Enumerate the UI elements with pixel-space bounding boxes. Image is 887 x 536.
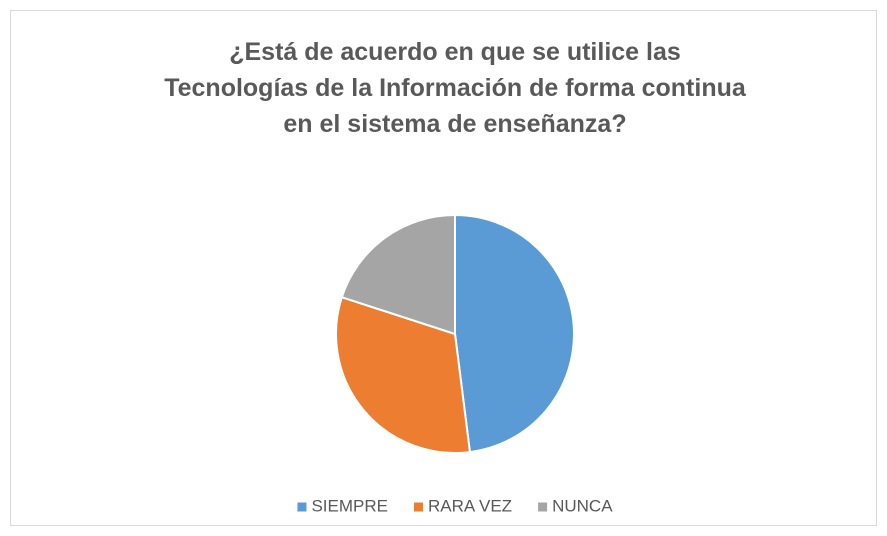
legend-label: SIEMPRE (311, 496, 388, 515)
pie (335, 213, 575, 454)
legend-item: NUNCA (538, 496, 613, 515)
title-line: en el sistema de enseñanza? (283, 110, 626, 138)
legend-swatch (413, 502, 423, 512)
pie-slice (340, 213, 456, 336)
pie-slice (335, 295, 472, 454)
legend: SIEMPRE RARA VEZ NUNCA (297, 496, 613, 515)
legend-item: RARA VEZ (413, 496, 512, 515)
legend-swatch (538, 502, 548, 512)
legend-label: NUNCA (552, 496, 613, 515)
legend-label: RARA VEZ (428, 496, 512, 515)
pie-slice (454, 213, 575, 454)
chart-title: ¿Está de acuerdo en que se utilice las Te… (164, 38, 747, 138)
legend-item: SIEMPRE (297, 496, 388, 515)
title-line: ¿Está de acuerdo en que se utilice las (229, 38, 681, 66)
legend-swatch (297, 502, 307, 512)
title-line: Tecnologías de la Información de forma c… (164, 74, 747, 102)
